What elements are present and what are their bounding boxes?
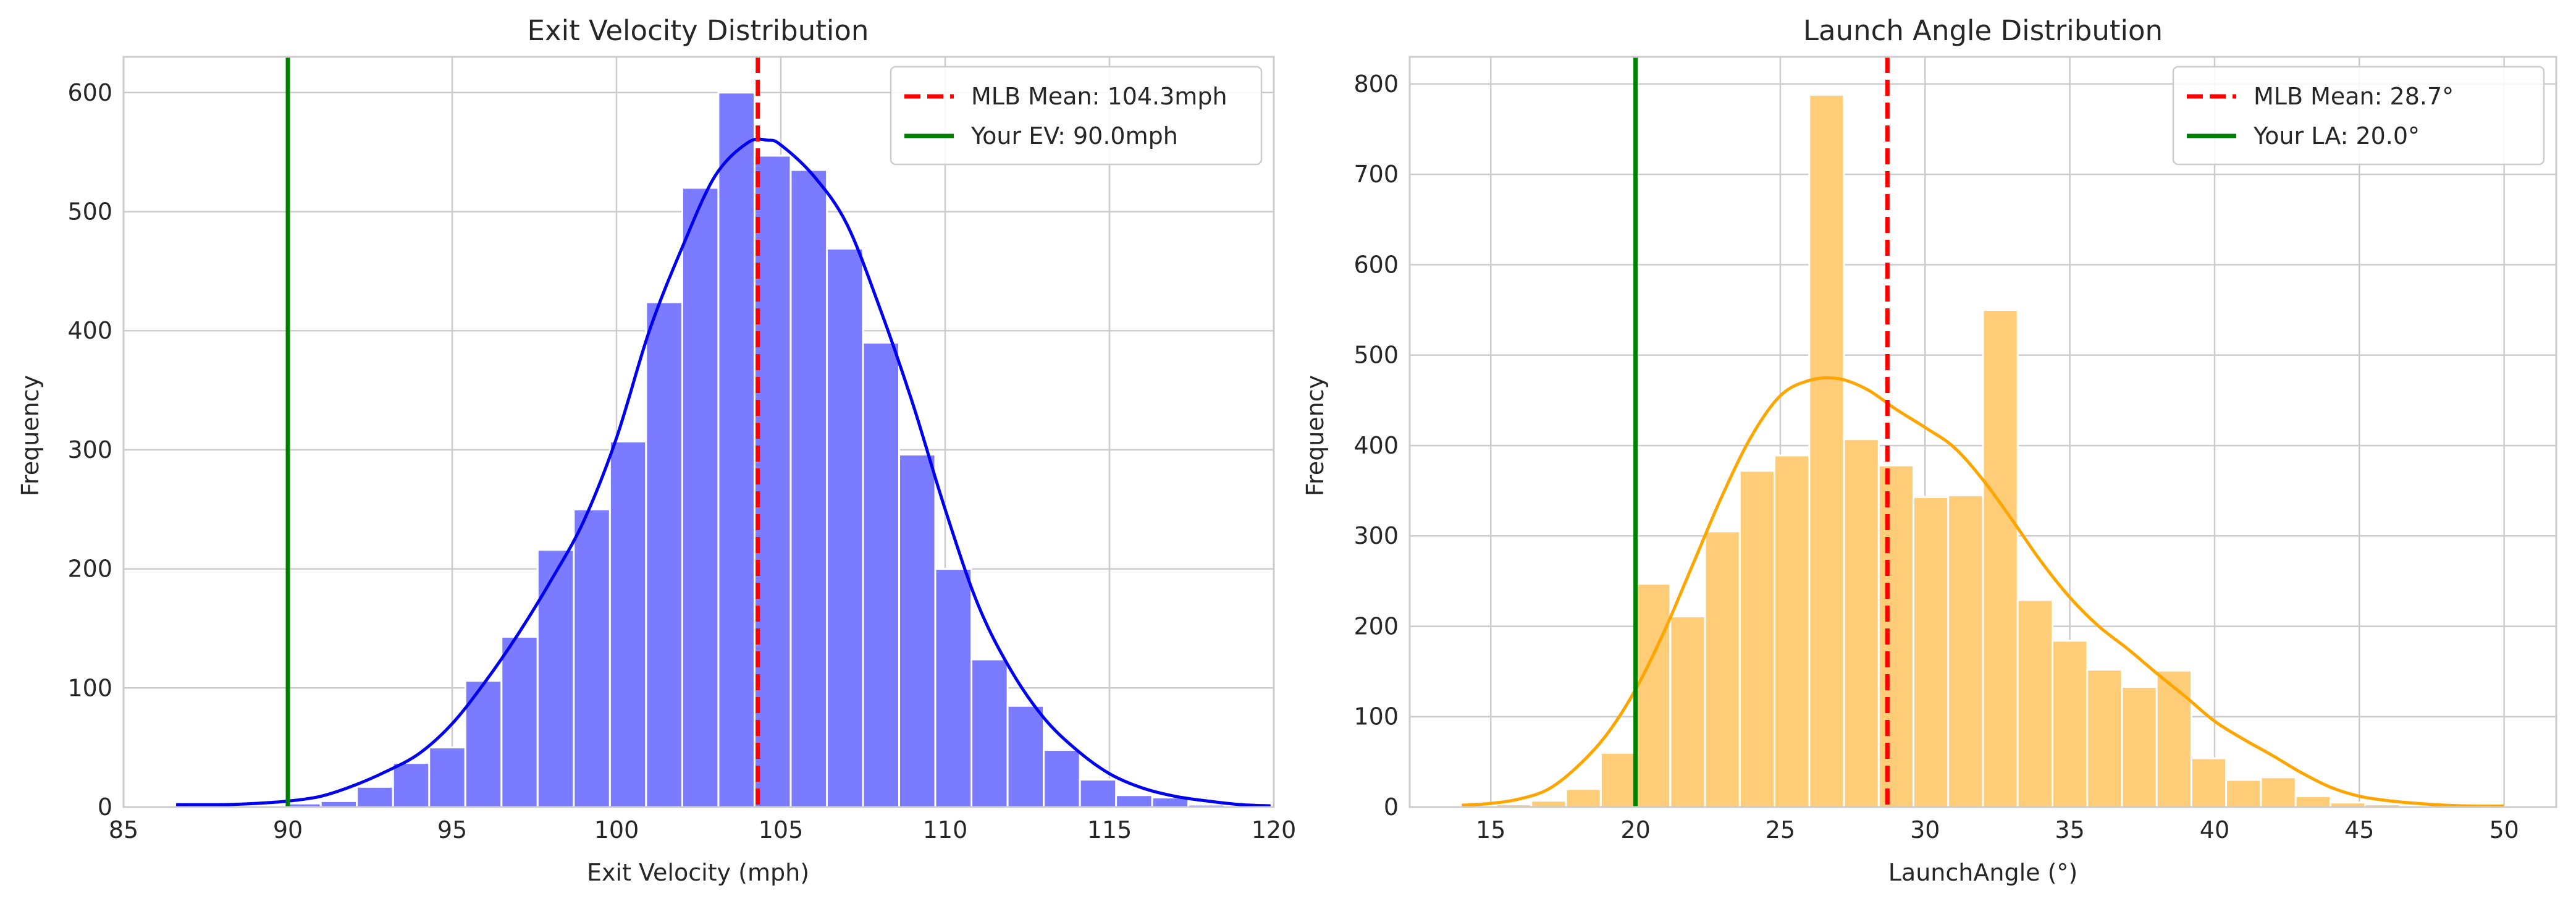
x-axis-label: LaunchAngle (°) bbox=[1888, 859, 2077, 886]
x-tick-label: 50 bbox=[2489, 816, 2519, 843]
y-tick-label: 300 bbox=[67, 436, 112, 463]
y-tick-label: 500 bbox=[1353, 342, 1399, 369]
x-tick-label: 120 bbox=[1252, 816, 1297, 843]
histogram-bar bbox=[1738, 470, 1776, 808]
legend-box bbox=[890, 66, 1263, 166]
histogram-bar bbox=[1006, 704, 1045, 808]
histogram-bar bbox=[1877, 464, 1915, 808]
histogram-bar bbox=[2260, 776, 2297, 808]
y-tick-label: 800 bbox=[1353, 70, 1399, 98]
histogram-bar bbox=[2086, 669, 2123, 808]
histogram-bar bbox=[934, 568, 973, 808]
histogram-bar bbox=[608, 440, 647, 808]
histogram-bar bbox=[1808, 93, 1845, 808]
histogram-bar bbox=[825, 247, 864, 808]
histogram-bar bbox=[536, 549, 575, 808]
legend-label: Your EV: 90.0mph bbox=[970, 122, 1178, 150]
axes-frame bbox=[122, 56, 1275, 808]
legend: MLB Mean: 104.3mph Your EV: 90.0mph bbox=[890, 66, 1263, 166]
histogram-bar bbox=[1115, 794, 1153, 808]
y-tick-label: 100 bbox=[1353, 703, 1399, 730]
x-tick-label: 30 bbox=[1910, 816, 1940, 843]
histogram-bar bbox=[1565, 788, 1602, 808]
launch-angle-chart: Launch Angle Distribution LaunchAngle (°… bbox=[1302, 14, 2557, 886]
y-tick-label: 400 bbox=[67, 317, 112, 344]
histogram-bar bbox=[356, 785, 394, 808]
histogram-bar bbox=[500, 635, 539, 808]
histogram-bar bbox=[1947, 494, 1984, 808]
x-axis-label: Exit Velocity (mph) bbox=[587, 859, 809, 886]
histogram-bar bbox=[1913, 496, 1950, 808]
histogram-bar bbox=[681, 187, 720, 808]
exit-velocity-chart: Exit Velocity Distribution Exit Velocity… bbox=[17, 14, 1296, 886]
histogram-bar bbox=[717, 91, 756, 808]
y-tick-label: 600 bbox=[1353, 251, 1399, 278]
x-tick-label: 25 bbox=[1766, 816, 1795, 843]
histogram-bar bbox=[573, 508, 611, 808]
x-tick-label: 85 bbox=[109, 816, 138, 843]
histogram-bar bbox=[1635, 583, 1672, 808]
histogram-bar bbox=[2155, 669, 2192, 808]
legend-box bbox=[2172, 66, 2545, 166]
y-tick-label: 700 bbox=[1353, 161, 1399, 188]
y-tick-label: 0 bbox=[98, 793, 112, 821]
x-tick-label: 40 bbox=[2200, 816, 2229, 843]
histogram-bar bbox=[1043, 749, 1081, 808]
x-tick-label: 105 bbox=[759, 816, 804, 843]
histogram-bar bbox=[428, 746, 466, 808]
chart-title: Launch Angle Distribution bbox=[1803, 14, 2163, 47]
histogram-bar bbox=[2190, 757, 2228, 808]
y-tick-label: 200 bbox=[1353, 612, 1399, 640]
legend: MLB Mean: 28.7° Your LA: 20.0° bbox=[2172, 66, 2545, 166]
legend-label: MLB Mean: 28.7° bbox=[2254, 83, 2454, 110]
histogram-bar bbox=[1079, 779, 1118, 808]
y-tick-label: 400 bbox=[1353, 432, 1399, 459]
x-tick-label: 115 bbox=[1087, 816, 1132, 843]
legend-label: MLB Mean: 104.3mph bbox=[971, 83, 1227, 110]
histogram-bar bbox=[2225, 779, 2262, 808]
y-tick-label: 0 bbox=[1384, 793, 1399, 821]
histogram-bar bbox=[1669, 615, 1706, 808]
histogram-bar bbox=[645, 301, 683, 808]
histogram-bar bbox=[1530, 800, 1567, 808]
legend-label: Your LA: 20.0° bbox=[2253, 122, 2420, 150]
axes-frame bbox=[1408, 56, 2557, 808]
histogram-bar bbox=[392, 762, 431, 808]
y-tick-label: 100 bbox=[67, 674, 112, 701]
x-tick-label: 100 bbox=[594, 816, 639, 843]
histogram-bar bbox=[970, 658, 1009, 808]
x-tick-label: 90 bbox=[273, 816, 303, 843]
y-tick-label: 500 bbox=[67, 198, 112, 226]
histogram-bar bbox=[1843, 438, 1880, 808]
kde-curve bbox=[176, 137, 1271, 808]
histogram-bar bbox=[789, 169, 828, 808]
chart-title: Exit Velocity Distribution bbox=[528, 14, 869, 47]
histogram-bar bbox=[1982, 309, 2019, 808]
x-tick-label: 15 bbox=[1476, 816, 1505, 843]
histogram-bar bbox=[862, 341, 901, 808]
x-tick-label: 35 bbox=[2055, 816, 2084, 843]
x-tick-label: 45 bbox=[2344, 816, 2374, 843]
y-tick-label: 300 bbox=[1353, 522, 1399, 549]
y-tick-label: 200 bbox=[67, 556, 112, 583]
x-tick-label: 95 bbox=[437, 816, 467, 843]
histogram-bar bbox=[2294, 795, 2331, 808]
y-tick-label: 600 bbox=[67, 79, 112, 106]
histogram-bar bbox=[898, 454, 937, 808]
y-axis-label: Frequency bbox=[1302, 375, 1329, 496]
histogram-bar bbox=[2016, 599, 2053, 808]
histogram-bar bbox=[1599, 751, 1637, 808]
histogram-bar bbox=[2121, 685, 2158, 808]
histogram-bar bbox=[1704, 530, 1741, 808]
histogram-bar bbox=[1774, 454, 1811, 808]
x-tick-label: 110 bbox=[923, 816, 968, 843]
y-axis-label: Frequency bbox=[17, 375, 44, 496]
x-tick-label: 20 bbox=[1620, 816, 1650, 843]
histogram-bar bbox=[2051, 640, 2089, 808]
